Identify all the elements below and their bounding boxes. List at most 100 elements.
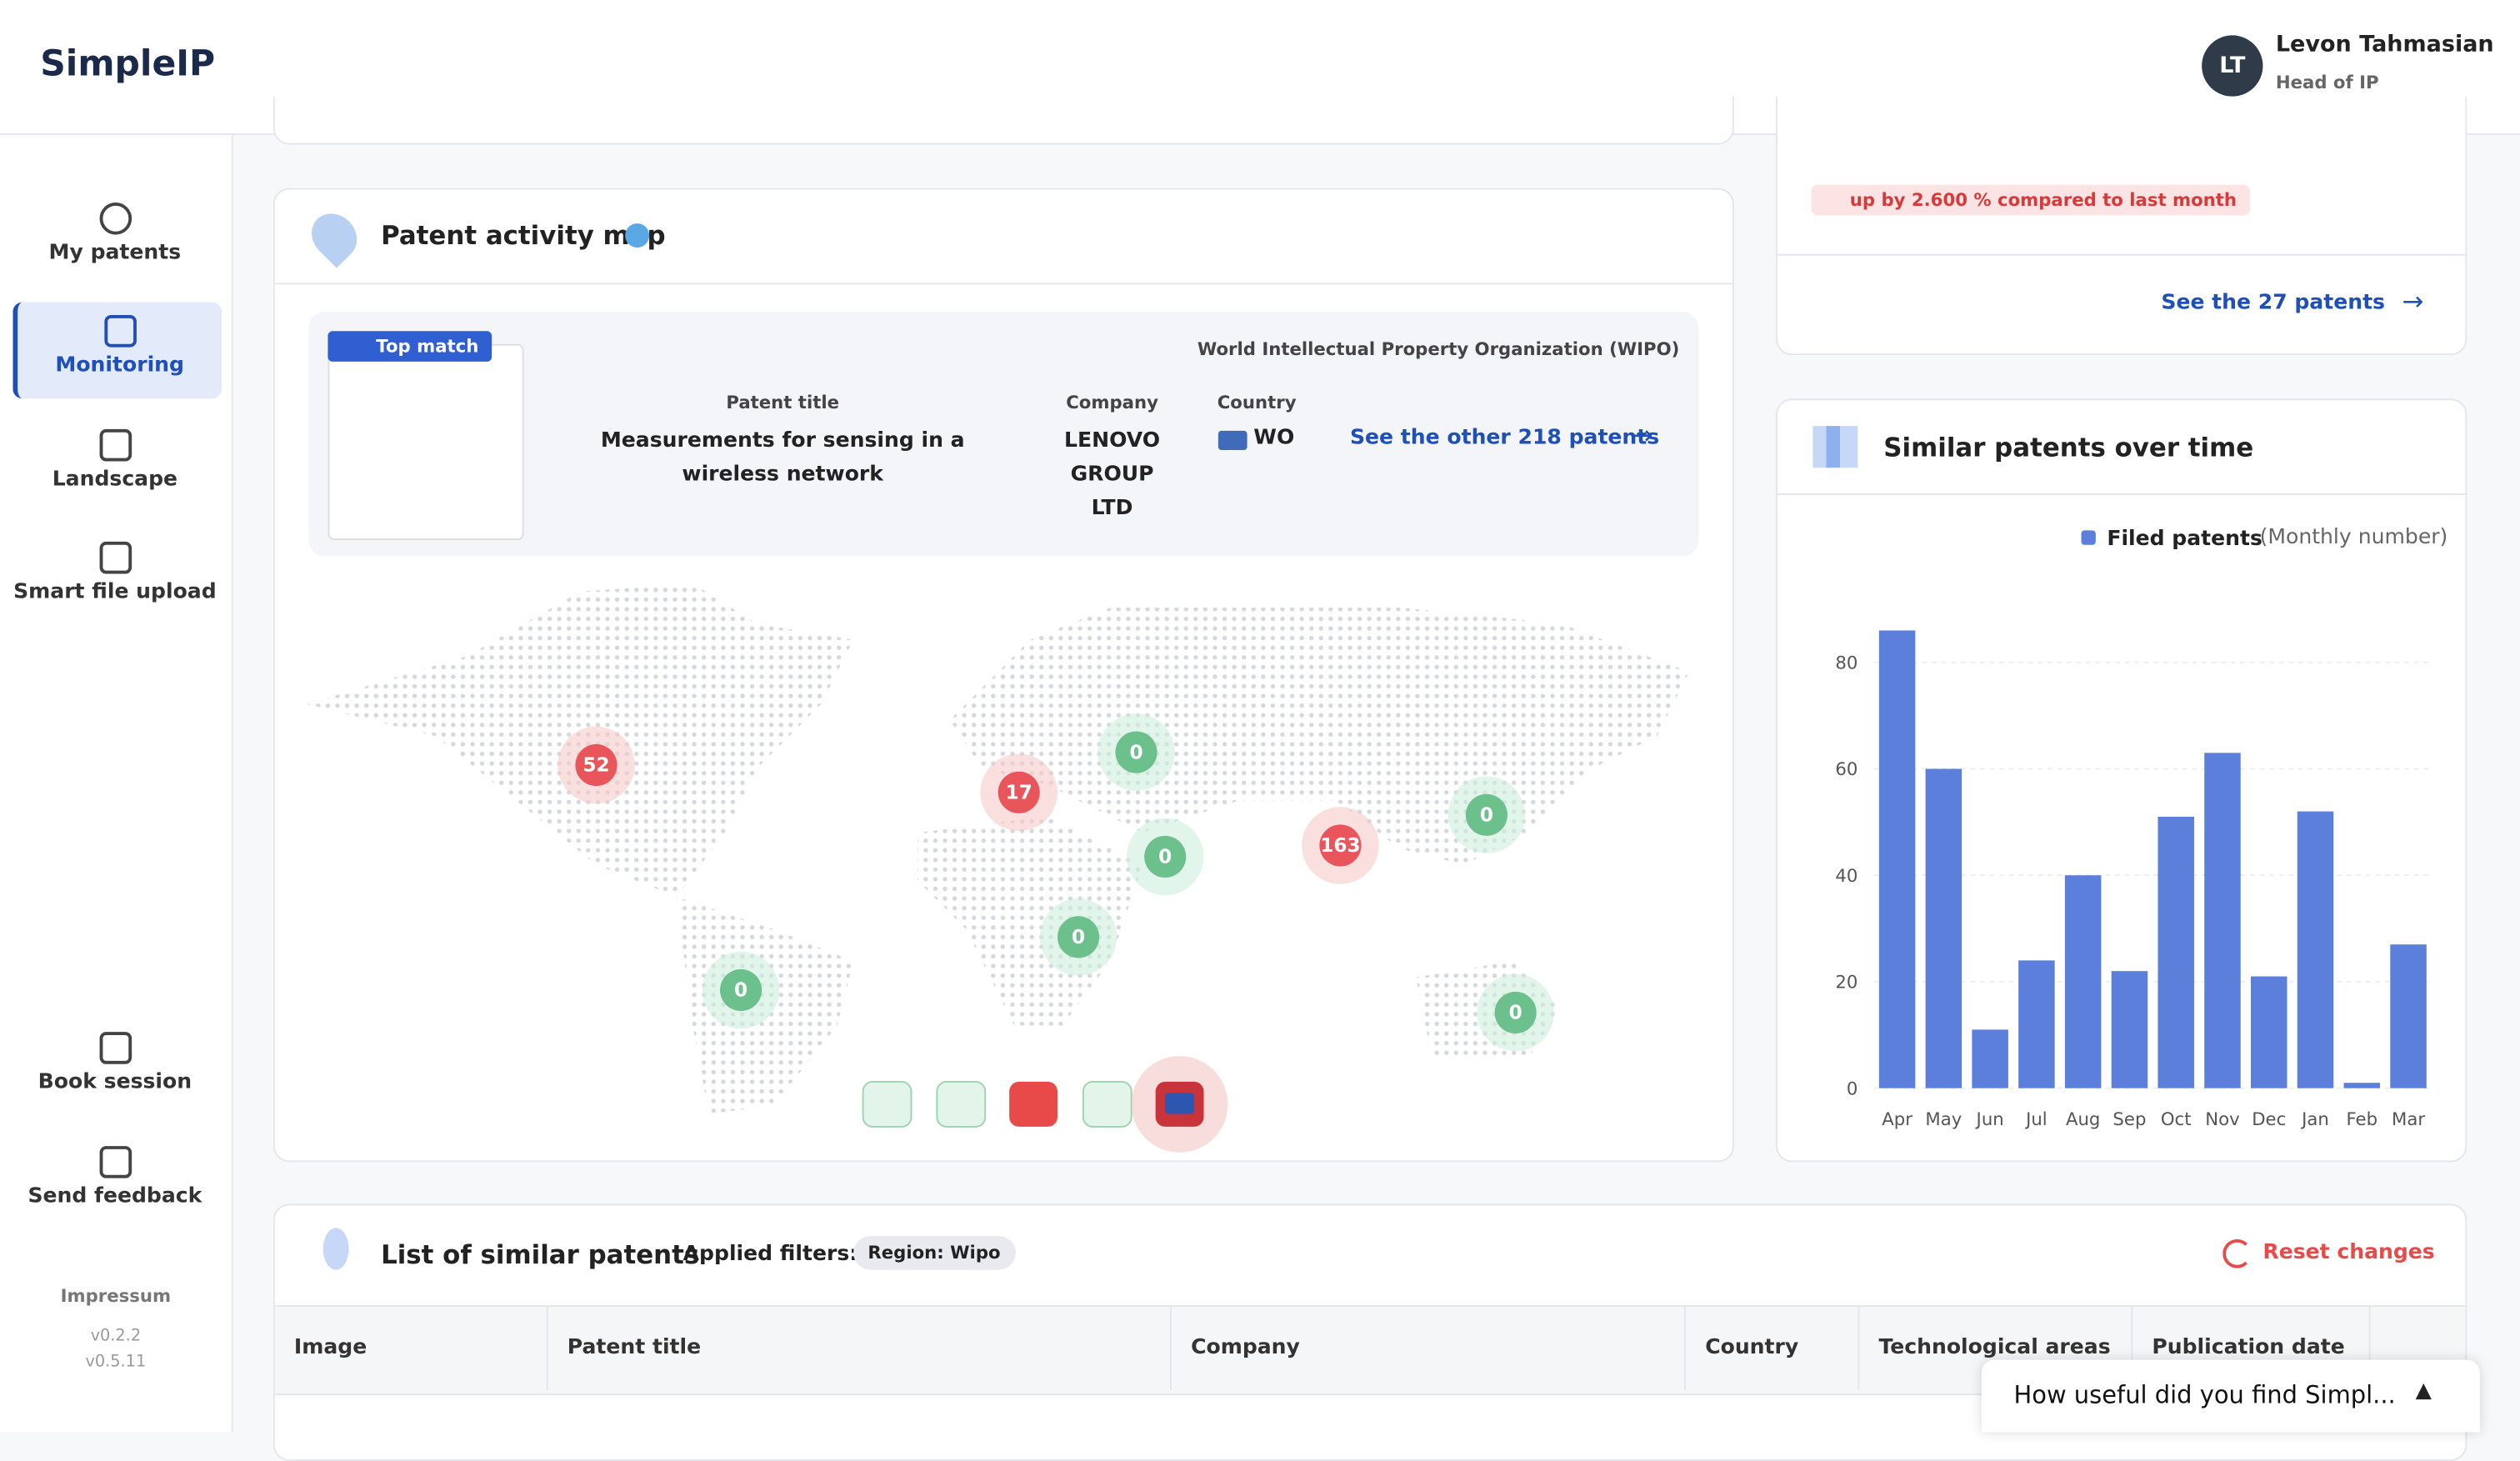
version: v0.5.11 (85, 1353, 147, 1372)
legend-swatch (2081, 530, 2096, 545)
column-label: Country (1217, 392, 1297, 413)
marker (1057, 916, 1100, 958)
nav-label: My patents (48, 241, 182, 266)
country: WO (1253, 426, 1295, 450)
marker (1465, 793, 1508, 836)
bar (1925, 768, 1962, 1088)
user-role: Head of IP (2275, 72, 2379, 93)
bar (2343, 1083, 2381, 1088)
marker (719, 968, 762, 1012)
column-header[interactable]: Image (275, 1306, 548, 1391)
marker-count: 17 (1006, 782, 1032, 803)
marker (1144, 835, 1187, 878)
bar (2158, 816, 2194, 1088)
bar (2390, 944, 2427, 1088)
card-title: List of similar patents (381, 1238, 700, 1270)
office: World Intellectual Property Organization… (1197, 338, 1680, 360)
marker-count: 0 (1158, 847, 1172, 868)
bar (2297, 811, 2334, 1088)
nav-label: Monitoring (55, 353, 184, 378)
marker (998, 771, 1040, 813)
column-header[interactable]: Technological areas (1859, 1306, 2133, 1391)
bar (2064, 875, 2102, 1088)
column-header[interactable]: Company (1172, 1306, 1687, 1391)
stats-card: up by 2.600 % compared to last month See… (1776, 96, 2468, 356)
bar (2204, 753, 2241, 1088)
x-tick-label: Dec (2252, 1109, 2286, 1130)
x-tick-label: Aug (2066, 1109, 2100, 1130)
marker-count: 52 (582, 755, 609, 777)
nav-item[interactable]: Smart file upload (12, 528, 217, 625)
reset-icon (2222, 1238, 2252, 1268)
card (272, 96, 1734, 145)
reset-button[interactable]: Reset changes (2262, 1240, 2435, 1265)
patent-title: Measurements for sensing in a wireless n… (600, 428, 965, 488)
column-header[interactable]: Patent title (548, 1306, 1172, 1391)
nav-label: Send feedback (28, 1184, 202, 1209)
user-name: Levon Tahmasian (2275, 32, 2494, 58)
info-icon[interactable] (625, 223, 650, 248)
x-tick-label: Feb (2347, 1109, 2378, 1130)
y-tick-label: 80 (1835, 653, 1858, 673)
table-header: Image Patent title Company Country Techn… (274, 1304, 2466, 1395)
impressum[interactable]: Impressum (60, 1285, 172, 1307)
card-title: Similar patents over time (1883, 432, 2254, 463)
version: v0.2.2 (90, 1327, 142, 1346)
unit-label: (Monthly number) (2259, 525, 2448, 550)
nav-item[interactable]: My patents (12, 190, 217, 287)
column-label: Patent title (726, 392, 840, 413)
bar (2111, 971, 2148, 1088)
marker (1494, 991, 1537, 1034)
marker (1115, 731, 1158, 773)
feedback-widget[interactable]: How useful did you find Simpl... ▲ (1981, 1359, 2480, 1433)
top-match-badge: Top match (328, 331, 492, 362)
x-tick-label: Jan (2300, 1109, 2329, 1130)
y-tick-label: 20 (1835, 973, 1858, 993)
y-tick-label: 0 (1847, 1078, 1858, 1099)
divider (1777, 253, 2466, 256)
arrow-icon: → (1631, 419, 1653, 450)
filter-chip[interactable]: Region: Wipo (853, 1236, 1015, 1270)
x-tick-label: Jul (2024, 1109, 2048, 1130)
marker (575, 743, 618, 787)
feedback-text: How useful did you find Simpl... (2013, 1380, 2396, 1410)
marker-count: 0 (734, 980, 748, 1002)
logo[interactable]: SimpleIP (40, 44, 216, 86)
column-header[interactable]: Country (1686, 1306, 1860, 1391)
bar-chart: 0 20 40 60 80 Apr May Jun Jul Aug Sep Oct Nov Dec Jan F… (1835, 526, 2432, 1130)
nav-item[interactable]: Book session (12, 1019, 217, 1116)
office-icons (862, 1056, 1228, 1153)
world-map: 52 17 0 0 0 163 0 0 0 (307, 583, 1689, 1153)
marker-count: 0 (1509, 1003, 1522, 1024)
map-card: Patent activity map Top match World Inte… (272, 188, 1734, 1163)
y-tick-label: 60 (1835, 759, 1858, 780)
nav-item[interactable]: Landscape (12, 416, 217, 513)
link[interactable]: See the 27 patents (2161, 291, 2385, 315)
column-header[interactable]: Publication date (2132, 1306, 2371, 1391)
filters-label: Applied filters: (682, 1242, 858, 1267)
nav-item[interactable]: Send feedback (12, 1133, 217, 1230)
marker-count: 0 (1480, 804, 1493, 826)
top-match-panel: Top match World Intellectual Property Or… (308, 312, 1699, 557)
nav-item-active[interactable]: Monitoring (12, 302, 222, 399)
marker (1319, 824, 1362, 867)
y-tick-label: 40 (1835, 866, 1858, 887)
marker-count: 0 (1129, 742, 1142, 763)
x-tick-label: Apr (1882, 1109, 1912, 1130)
expand-icon: ▲ (2415, 1378, 2432, 1403)
bar (2018, 960, 2055, 1088)
x-tick-label: Oct (2161, 1109, 2192, 1130)
list-card: List of similar patents Applied filters:… (272, 1203, 2468, 1461)
avatar[interactable]: LT (2202, 35, 2263, 97)
x-tick-label: Sep (2112, 1109, 2146, 1130)
bar (1878, 630, 1916, 1088)
link[interactable]: See the other 218 patents (1349, 426, 1660, 450)
arrow-icon: → (2402, 286, 2424, 317)
bulb-icon (322, 1228, 349, 1270)
x-tick-label: May (1925, 1109, 1962, 1130)
divider (274, 283, 1732, 285)
marker-count: 163 (1320, 835, 1360, 857)
chart-icon (1812, 426, 1858, 468)
